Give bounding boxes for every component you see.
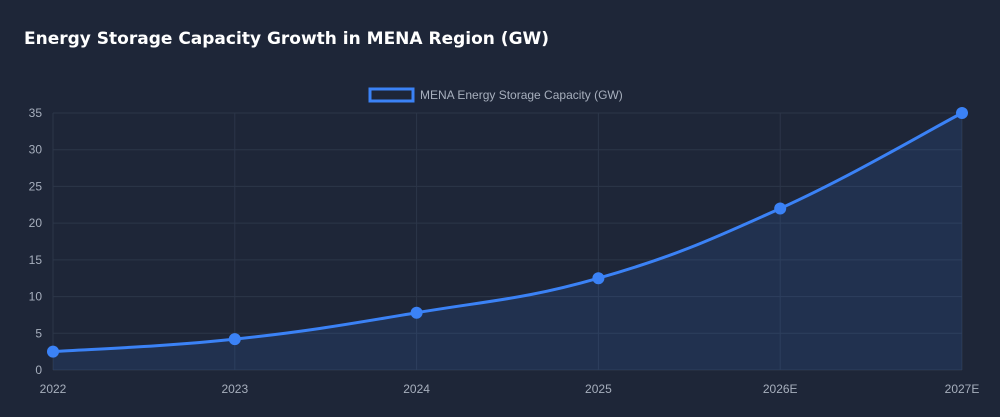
data-point[interactable] — [592, 272, 605, 285]
legend-swatch — [368, 87, 415, 103]
x-tick-label: 2024 — [403, 382, 430, 396]
data-point[interactable] — [228, 333, 241, 346]
area-fill — [53, 113, 962, 370]
series-line — [52, 111, 963, 354]
legend[interactable]: MENA Energy Storage Capacity (GW) — [368, 87, 623, 103]
x-axis-labels: 2022 2023 2024 2025 2026E 2027E — [40, 382, 980, 396]
x-tick-label: 2025 — [585, 382, 612, 396]
y-tick-label: 10 — [29, 290, 43, 304]
x-tick-label: 2027E — [945, 382, 980, 396]
grid-lines — [52, 112, 963, 371]
data-point[interactable] — [774, 202, 787, 215]
x-tick-label: 2023 — [221, 382, 248, 396]
data-point[interactable] — [47, 345, 59, 358]
data-point[interactable] — [410, 306, 423, 319]
y-tick-label: 20 — [29, 216, 43, 230]
y-tick-label: 5 — [35, 326, 42, 340]
y-tick-label: 0 — [35, 363, 42, 377]
y-tick-label: 35 — [29, 106, 43, 120]
x-tick-label: 2022 — [40, 382, 67, 396]
y-tick-label: 15 — [29, 253, 43, 267]
y-tick-label: 30 — [29, 143, 43, 157]
legend-label: MENA Energy Storage Capacity (GW) — [420, 88, 623, 102]
data-points — [47, 107, 968, 358]
data-point[interactable] — [956, 107, 968, 119]
y-tick-label: 25 — [29, 179, 43, 193]
x-tick-label: 2026E — [763, 382, 798, 396]
chart-title: Energy Storage Capacity Growth in MENA R… — [24, 29, 550, 49]
y-axis-labels: 0 5 10 15 20 25 30 35 — [29, 106, 43, 377]
